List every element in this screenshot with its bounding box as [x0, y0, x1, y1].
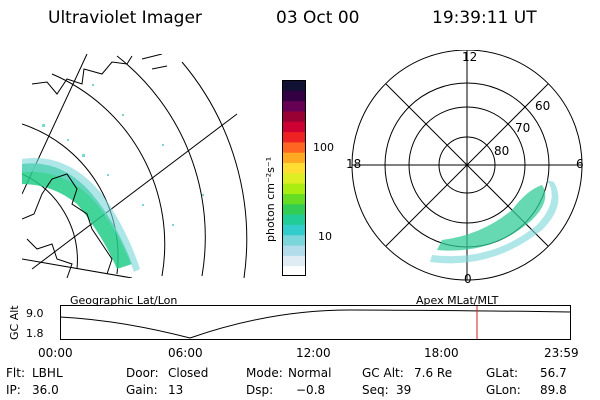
mode-label: Mode: [246, 366, 283, 380]
ip-label: IP: [6, 383, 21, 397]
timeline-xtick-0600: 06:00 [168, 346, 203, 360]
colorbar-band [282, 90, 306, 102]
timeline-ytick-bottom: 1.8 [26, 327, 44, 340]
colorbar-band [282, 162, 306, 174]
colorbar-band [282, 234, 306, 246]
glat-value: 56.7 [540, 366, 567, 380]
flt-value: LBHL [32, 366, 63, 380]
aurora-map-emission [22, 84, 204, 272]
mlt-label-0: 0 [464, 272, 472, 285]
glon-label: GLon: [486, 383, 521, 397]
colorbar-band [282, 172, 306, 184]
door-label: Door: [126, 366, 159, 380]
instrument-title: Ultraviolet Imager [48, 8, 202, 28]
glon-value: 89.8 [540, 383, 567, 397]
timeline-xtick-0000: 00:00 [38, 346, 73, 360]
colorbar-band [282, 100, 306, 112]
mlat-label-80: 80 [494, 144, 509, 158]
colorbar-band [282, 110, 306, 122]
timeline-ylabel: GC Alt [8, 305, 21, 340]
colorbar-tick-10: 10 [318, 230, 332, 243]
gc-alt-label: GC Alt: [362, 366, 404, 380]
colorbar-band [282, 152, 306, 164]
apex-panel-label: Apex MLat/MLT [416, 294, 499, 307]
colorbar-band [282, 265, 306, 276]
colorbar-unit-label: photon cm⁻²s⁻¹ [264, 156, 277, 242]
coastline [22, 54, 168, 278]
colorbar-band [282, 80, 306, 91]
seq-label: Seq: [362, 383, 389, 397]
color-scale-bar [282, 80, 306, 276]
mlt-label-6: 6 [576, 157, 584, 171]
auroral-oval [430, 180, 559, 264]
polar-plot: 12 18 6 0 60 70 80 [346, 50, 584, 285]
colorbar-band [282, 193, 306, 205]
door-value: Closed [168, 366, 209, 380]
altitude-timeline [60, 305, 571, 340]
dsp-value: −0.8 [296, 383, 326, 397]
timeline-xtick-1800: 18:00 [424, 346, 459, 360]
colorbar-band [282, 141, 306, 153]
timeline-xtick-1200: 12:00 [296, 346, 331, 360]
gc-alt-value: 7.6 Re [414, 366, 453, 380]
geographic-panel-label: Geographic Lat/Lon [70, 294, 178, 307]
mlt-label-12: 12 [462, 50, 477, 64]
colorbar-band [282, 121, 306, 133]
dsp-label: Dsp: [246, 383, 274, 397]
colorbar-band [282, 224, 306, 236]
glat-label: GLat: [486, 366, 519, 380]
timeline-ytick-top: 9.0 [26, 307, 44, 320]
colorbar-tick-100: 100 [313, 141, 334, 154]
seq-value: 39 [396, 383, 412, 397]
geographic-map [22, 54, 248, 278]
colorbar-band [282, 214, 306, 225]
colorbar-band [282, 183, 306, 194]
ip-value: 36.0 [32, 383, 59, 397]
mlt-label-18: 18 [346, 157, 361, 171]
gain-label: Gain: [126, 383, 158, 397]
colorbar-band [282, 255, 306, 267]
date-label: 03 Oct 00 [276, 8, 360, 28]
colorbar-band [282, 245, 306, 256]
mode-value: Normal [288, 366, 332, 380]
mlat-label-70: 70 [515, 121, 530, 135]
flt-label: Flt: [6, 366, 25, 380]
colorbar-band [282, 131, 306, 143]
timeline-xtick-2359: 23:59 [544, 346, 579, 360]
gain-value: 13 [168, 383, 184, 397]
mlat-label-60: 60 [535, 99, 550, 113]
time-label: 19:39:11 UT [432, 8, 537, 28]
colorbar-band [282, 203, 306, 215]
